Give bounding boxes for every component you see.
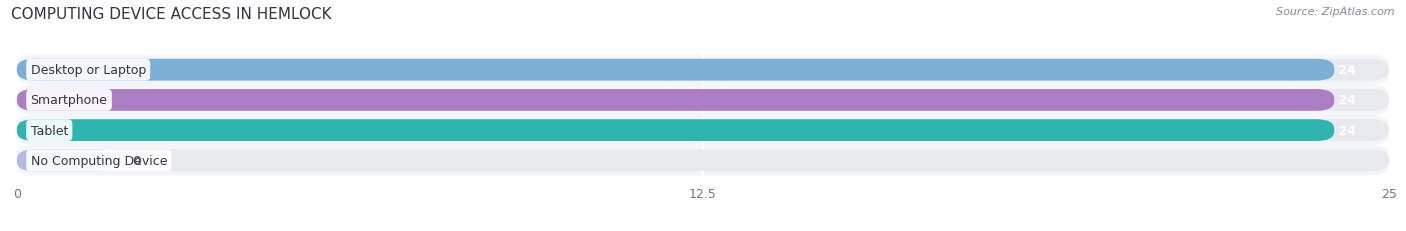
Text: 24: 24	[1334, 64, 1357, 77]
Text: Source: ZipAtlas.com: Source: ZipAtlas.com	[1277, 7, 1395, 17]
Text: 24: 24	[1334, 124, 1357, 137]
Text: 24: 24	[1334, 94, 1357, 107]
Text: Tablet: Tablet	[31, 124, 67, 137]
Text: No Computing Device: No Computing Device	[31, 154, 167, 167]
FancyBboxPatch shape	[17, 116, 1389, 146]
FancyBboxPatch shape	[17, 120, 1389, 141]
FancyBboxPatch shape	[17, 85, 1389, 116]
Text: Smartphone: Smartphone	[31, 94, 107, 107]
Text: 0: 0	[132, 154, 141, 167]
FancyBboxPatch shape	[17, 150, 115, 171]
FancyBboxPatch shape	[17, 90, 1389, 111]
Text: COMPUTING DEVICE ACCESS IN HEMLOCK: COMPUTING DEVICE ACCESS IN HEMLOCK	[11, 7, 332, 22]
FancyBboxPatch shape	[17, 120, 1334, 141]
FancyBboxPatch shape	[17, 150, 1389, 171]
Text: Desktop or Laptop: Desktop or Laptop	[31, 64, 146, 77]
FancyBboxPatch shape	[17, 60, 1389, 81]
FancyBboxPatch shape	[17, 146, 1389, 176]
FancyBboxPatch shape	[17, 90, 1334, 111]
FancyBboxPatch shape	[17, 55, 1389, 85]
FancyBboxPatch shape	[17, 60, 1334, 81]
